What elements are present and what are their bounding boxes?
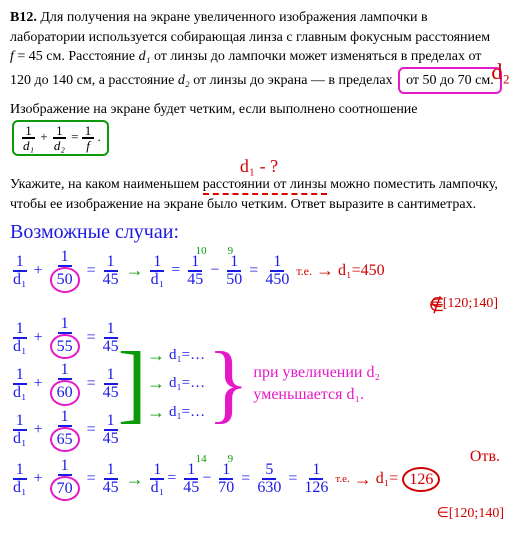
case-70: 1d₁+ 170 =145 → 1d₁= 145− 170 14 9 = 563… [10, 458, 508, 501]
interval-70: ∈[120;140] [10, 504, 508, 524]
line6c: можно поместить лампочку, [327, 177, 498, 192]
line7: чтобы ее изображение на экране было четк… [10, 195, 508, 215]
line2: лаборатории используется собирающая линз… [10, 28, 508, 48]
line1: Для получения на экране увеличенного изо… [40, 10, 427, 25]
line4a: 120 до 140 см, а расстояние [10, 73, 178, 88]
case-55: 1d₁+ 155 =145 [10, 316, 122, 359]
case-60: 1d₁+ 160 =145 [10, 362, 122, 405]
line6a: Укажите, на каком наименьшем [10, 177, 203, 192]
d1-sym: d₁ [139, 49, 151, 64]
case-65: 1d₁+ 165 =145 [10, 409, 122, 452]
line6b: расстоянии от линзы [203, 177, 327, 195]
problem-text-block: В12. Для получения на экране увеличенног… [10, 8, 508, 214]
cases-heading: Возможные случаи: [10, 218, 508, 246]
d2-sym: d₂ [178, 73, 190, 88]
lf-t1: 1d₁ [20, 124, 37, 152]
note1: при увеличении d₂ [253, 362, 380, 384]
answer-label: Отв. [470, 446, 500, 468]
case-50: 1d₁ + 150 = 145 → 1d₁ = 145 − 150 10 9 =… [10, 249, 508, 292]
line3d: от линзы до лампочки может изменяться в … [154, 49, 481, 64]
final-answer: 126 [402, 467, 440, 492]
d2-range-box: от 50 до 70 см. [398, 67, 502, 95]
d2-range: от 50 до 70 см. [406, 73, 494, 88]
lens-formula-box: 1d₁ + 1d₂ = 1f . [12, 120, 109, 156]
problem-label: В12. [10, 10, 37, 25]
line5: Изображение на экране будет четким, если… [10, 102, 418, 117]
lf-t3: 1f [82, 124, 95, 152]
mid-cases-block: 1d₁+ 155 =145 1d₁+ 160 =145 1d₁+ 165 =14… [10, 313, 508, 455]
line4c: от линзы до экрана — в пределах [190, 73, 396, 88]
interval-50: ∉ ∈[120;140] [10, 294, 508, 314]
d2-annotation: d₂ [491, 57, 510, 88]
note2: уменьшается d₁. [253, 384, 380, 406]
line3b: = 45 см. Расстояние [14, 49, 139, 64]
lf-t2: 1d₂ [51, 124, 68, 152]
